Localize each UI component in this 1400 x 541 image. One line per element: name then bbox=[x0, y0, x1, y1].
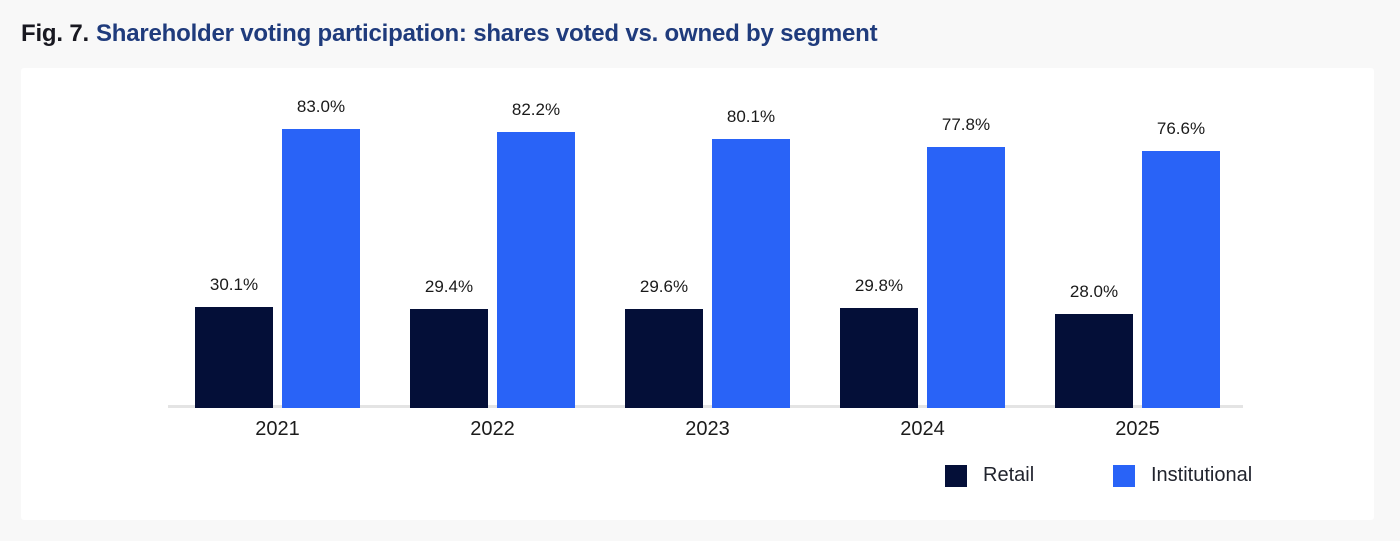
chart-panel: 30.1% 83.0% 29.4% 82.2% 29.6% 80.1% 29.8% 77.8%… bbox=[21, 68, 1374, 520]
value-label-institutional-2021: 83.0% bbox=[296, 97, 346, 116]
value-label-retail-2025: 28.0% bbox=[1069, 282, 1119, 301]
bar-institutional-2023 bbox=[712, 139, 790, 408]
value-label-retail-2023: 29.6% bbox=[639, 277, 689, 296]
legend-swatch-retail bbox=[945, 464, 967, 487]
legend-item-retail: Retail bbox=[945, 464, 1034, 487]
value-label-retail-2024: 29.8% bbox=[854, 276, 904, 295]
figure-number-label: Fig. 7. bbox=[21, 20, 89, 47]
x-axis-label-2021: 2021 bbox=[255, 418, 300, 440]
value-label-retail-2021: 30.1% bbox=[209, 275, 259, 294]
bar-institutional-2024 bbox=[927, 147, 1005, 408]
bar-chart-plot-area: 30.1% 83.0% 29.4% 82.2% 29.6% 80.1% 29.8% 77.8%… bbox=[21, 68, 1374, 408]
legend-swatch-institutional bbox=[1113, 464, 1135, 487]
value-label-retail-2022: 29.4% bbox=[424, 277, 474, 296]
bar-retail-2022 bbox=[410, 309, 488, 408]
figure-title: Fig. 7. Shareholder voting participation:… bbox=[21, 20, 878, 48]
value-label-institutional-2025: 76.6% bbox=[1156, 119, 1206, 138]
value-label-institutional-2022: 82.2% bbox=[511, 100, 561, 119]
figure-title-text: Shareholder voting participation: shares… bbox=[95, 20, 878, 47]
x-axis-line bbox=[168, 405, 1243, 408]
bar-retail-2023 bbox=[625, 309, 703, 408]
bar-retail-2021 bbox=[195, 307, 273, 408]
x-axis-label-2024: 2024 bbox=[900, 418, 945, 440]
bar-institutional-2021 bbox=[282, 129, 360, 408]
bar-retail-2025 bbox=[1055, 314, 1133, 408]
legend-label-institutional: Institutional bbox=[1151, 464, 1253, 486]
x-axis-label-2022: 2022 bbox=[470, 418, 515, 440]
value-label-institutional-2023: 80.1% bbox=[726, 107, 776, 126]
bar-institutional-2022 bbox=[497, 132, 575, 408]
bar-retail-2024 bbox=[840, 308, 918, 408]
x-axis-label-2025: 2025 bbox=[1115, 418, 1160, 440]
value-label-institutional-2024: 77.8% bbox=[941, 115, 991, 134]
legend-label-retail: Retail bbox=[983, 464, 1035, 486]
legend-item-institutional: Institutional bbox=[1113, 464, 1252, 487]
x-axis-label-2023: 2023 bbox=[685, 418, 730, 440]
bar-institutional-2025 bbox=[1142, 151, 1220, 408]
